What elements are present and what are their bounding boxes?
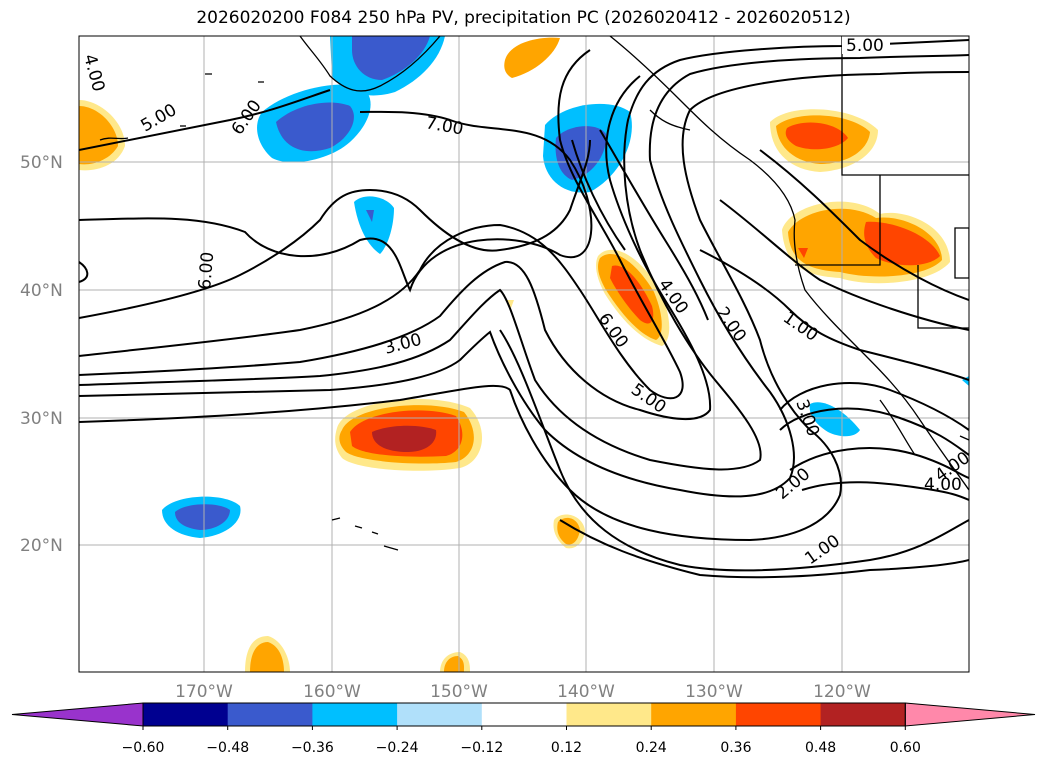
colorbar-segment (481, 703, 567, 726)
contour-label: 6.00 (195, 251, 218, 290)
longitude-labels: 170°W 160°W 150°W 140°W 130°W 120°W (175, 682, 871, 702)
lat-label: 20°N (20, 536, 63, 556)
colorbar-segment (143, 703, 229, 726)
colorbar-tick-label: 0.24 (636, 740, 667, 756)
lon-label: 150°W (430, 682, 488, 702)
lat-label: 50°N (20, 153, 63, 173)
colorbar-tick-label: −0.48 (206, 740, 249, 756)
colorbar-tick-label: 0.60 (890, 740, 921, 756)
colorbar-segment (312, 703, 398, 726)
lat-label: 30°N (20, 409, 63, 429)
lon-label: 140°W (557, 682, 615, 702)
lat-label: 40°N (20, 281, 63, 301)
colorbar: −0.60 −0.48 −0.36 −0.24 −0.12 0.12 0.24 0.36 0.4… (11, 702, 1036, 756)
contour-label: 5.00 (846, 36, 884, 56)
lon-label: 120°W (813, 682, 871, 702)
contour-label: 4.00 (924, 475, 962, 495)
pv-contours (79, 39, 969, 579)
colorbar-segment (227, 703, 313, 726)
colorbar-tick-label: −0.60 (122, 740, 165, 756)
colorbar-segment (820, 703, 906, 726)
colorbar-tick-label: −0.12 (460, 740, 503, 756)
lon-label: 130°W (685, 682, 743, 702)
coastlines (99, 36, 969, 551)
colorbar-tick-label: −0.24 (376, 740, 419, 756)
colorbar-segment (735, 703, 822, 726)
colorbar-segment (566, 703, 652, 726)
colorbar-extend-high (904, 702, 1036, 727)
colorbar-segment (397, 703, 483, 726)
colorbar-outline (142, 702, 906, 727)
colorbar-tick-label: 0.36 (720, 740, 751, 756)
lon-label: 170°W (175, 682, 233, 702)
lon-label: 160°W (303, 682, 361, 702)
colorbar-tick-label: 0.48 (805, 740, 836, 756)
map-frame (78, 35, 970, 673)
colorbar-segment (651, 703, 737, 726)
figure-title: 2026020200 F084 250 hPa PV, precipitatio… (196, 8, 851, 28)
colorbar-extend-low (11, 702, 144, 727)
gridlines (79, 36, 969, 672)
colorbar-tick-label: 0.12 (551, 740, 582, 756)
latitude-labels: 50°N 40°N 30°N 20°N (20, 153, 63, 556)
colorbar-tick-label: −0.36 (291, 740, 334, 756)
positive-precip-anomaly (79, 37, 969, 672)
map-panel: 5.00 4.00 5.00 6.00 7.00 6.00 3.00 6.00 … (79, 36, 969, 672)
